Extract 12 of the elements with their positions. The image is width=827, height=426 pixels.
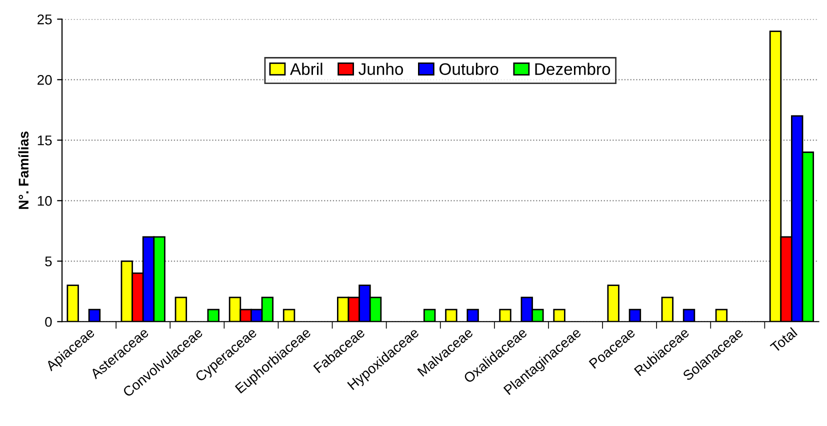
legend-label: Junho [358, 62, 404, 75]
x-tick-label: Total [769, 327, 798, 353]
y-tick-label: 5 [45, 256, 52, 266]
y-axis-title: N°. Famílias [18, 132, 29, 209]
y-tick-label: 15 [38, 136, 52, 146]
legend-label: Dezembro [535, 62, 610, 75]
y-tick-label: 0 [45, 316, 52, 327]
y-tick-label: 25 [38, 14, 52, 24]
legend-label: Abril [290, 62, 322, 75]
y-tick-label: 10 [38, 196, 52, 206]
legend-label: Outubro [439, 62, 498, 75]
y-tick-label: 20 [38, 74, 52, 85]
